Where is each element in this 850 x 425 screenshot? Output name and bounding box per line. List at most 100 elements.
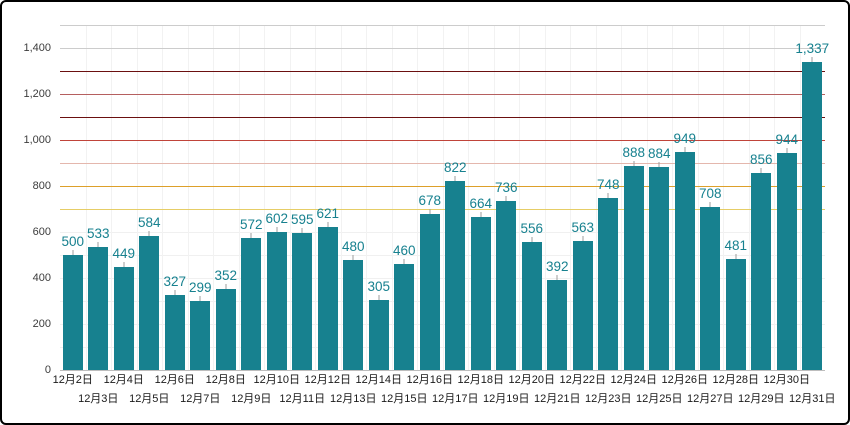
- bar-tick-stem: [174, 290, 176, 295]
- category-separator: [85, 25, 87, 370]
- x-tick-label-12月27日: 12月27日: [687, 393, 734, 405]
- bar-12月18日: [470, 217, 491, 370]
- bar-12月31日: [802, 62, 823, 370]
- x-tick-label-12月20日: 12月20日: [508, 374, 555, 386]
- category-separator: [162, 25, 163, 370]
- bar-slot-12月31日: 1,337: [795, 2, 829, 423]
- value-label-12月23日: 748: [596, 177, 620, 192]
- x-tick-label-12月29日: 12月29日: [738, 393, 785, 405]
- bar-tick-stem: [556, 275, 558, 280]
- value-label-12月19日: 736: [494, 180, 518, 195]
- bar-12月5日: [139, 236, 160, 370]
- x-tick-label-12月4日: 12月4日: [103, 374, 144, 386]
- bar-tick-stem: [327, 222, 329, 227]
- x-tick-label-12月25日: 12月25日: [636, 393, 683, 405]
- bar-tick-stem: [250, 233, 252, 238]
- reference-line-1400: [60, 48, 825, 49]
- bar-12月21日: [547, 280, 568, 370]
- bar-tick-stem: [276, 227, 278, 232]
- bar-12月6日: [164, 295, 185, 370]
- category-separator: [136, 25, 138, 370]
- y-tick-label-800: 800: [32, 180, 51, 192]
- bar-slot-12月22日: 563: [570, 2, 596, 423]
- bar-slot-12月6日: 327: [162, 2, 188, 423]
- reference-line-1000: [60, 140, 825, 141]
- bar-slot-12月13日: 480: [341, 2, 367, 423]
- bar-tick-stem: [352, 255, 354, 260]
- bar-slot-12月4日: 449: [111, 2, 137, 423]
- value-label-12月22日: 563: [571, 220, 595, 235]
- x-tick-label-12月16日: 12月16日: [406, 374, 453, 386]
- x-tick-label-12月9日: 12月9日: [231, 393, 272, 405]
- value-label-12月2日: 500: [61, 234, 85, 249]
- bar-12月19日: [496, 201, 517, 370]
- x-tick-label-12月15日: 12月15日: [381, 393, 428, 405]
- bar-tick-stem: [633, 161, 635, 166]
- x-tick-label-12月18日: 12月18日: [457, 374, 504, 386]
- bar-slot-12月16日: 678: [417, 2, 443, 423]
- category-separator: [391, 25, 393, 370]
- bar-12月16日: [419, 214, 440, 370]
- x-tick-label-12月17日: 12月17日: [432, 393, 479, 405]
- bar-12月15日: [394, 264, 415, 370]
- x-tick-label-12月26日: 12月26日: [661, 374, 708, 386]
- reference-line-1200: [60, 94, 825, 95]
- value-label-12月17日: 822: [443, 160, 467, 175]
- x-tick-label-12月8日: 12月8日: [205, 374, 246, 386]
- bar-slot-12月12日: 621: [315, 2, 341, 423]
- bar-slot-12月11日: 595: [290, 2, 316, 423]
- bar-slot-12月29日: 856: [749, 2, 775, 423]
- bar-slot-12月15日: 460: [392, 2, 418, 423]
- category-separator: [366, 25, 367, 370]
- x-tick-label-12月19日: 12月19日: [483, 393, 530, 405]
- bar-12月11日: [292, 233, 313, 370]
- category-separator: [723, 25, 724, 370]
- category-separator: [442, 25, 444, 370]
- bar-slot-12月28日: 481: [723, 2, 749, 423]
- bar-tick-stem: [97, 242, 99, 247]
- category-separator: [748, 25, 750, 370]
- bar-tick-stem: [811, 57, 813, 62]
- value-label-12月4日: 449: [112, 246, 136, 261]
- bar-tick-stem: [148, 231, 150, 236]
- bar-12月22日: [572, 241, 593, 370]
- y-tick-label-600: 600: [32, 226, 51, 238]
- bar-tick-stem: [735, 254, 737, 259]
- reference-line-900: [60, 163, 825, 164]
- category-separator: [289, 25, 291, 370]
- category-separator: [264, 25, 265, 370]
- y-tick-label-400: 400: [32, 272, 51, 284]
- value-label-12月15日: 460: [392, 243, 416, 258]
- y-tick-label-1400: 1,400: [23, 42, 51, 54]
- value-label-12月12日: 621: [316, 206, 340, 221]
- x-tick-label-12月5日: 12月5日: [129, 393, 170, 405]
- category-separator: [774, 25, 775, 370]
- bar-tick-stem: [582, 236, 584, 241]
- x-tick-label-12月23日: 12月23日: [585, 393, 632, 405]
- bar-slot-12月20日: 556: [519, 2, 545, 423]
- category-separator: [238, 25, 240, 370]
- category-separator: [468, 25, 469, 370]
- bar-slot-12月10日: 602: [264, 2, 290, 423]
- category-separator: [493, 25, 495, 370]
- bar-tick-stem: [378, 295, 380, 300]
- bar-tick-stem: [531, 237, 533, 242]
- bar-tick-stem: [684, 147, 686, 152]
- category-separator: [111, 25, 112, 370]
- bar-slot-12月3日: 533: [86, 2, 112, 423]
- bar-slot-12月30日: 944: [774, 2, 800, 423]
- category-separator: [621, 25, 622, 370]
- value-label-12月5日: 584: [137, 215, 161, 230]
- value-label-12月18日: 664: [469, 196, 493, 211]
- value-label-12月16日: 678: [418, 193, 442, 208]
- reference-line-1300: [60, 71, 825, 72]
- bar-12月10日: [266, 232, 287, 370]
- x-tick-label-12月11日: 12月11日: [279, 393, 326, 405]
- value-label-12月26日: 949: [673, 131, 697, 146]
- value-label-12月29日: 856: [749, 152, 773, 167]
- bar-12月30日: [776, 153, 797, 370]
- bar-slot-12月23日: 748: [596, 2, 622, 423]
- bar-tick-stem: [454, 176, 456, 181]
- bar-12月27日: [700, 207, 721, 370]
- value-label-12月25日: 884: [647, 146, 671, 161]
